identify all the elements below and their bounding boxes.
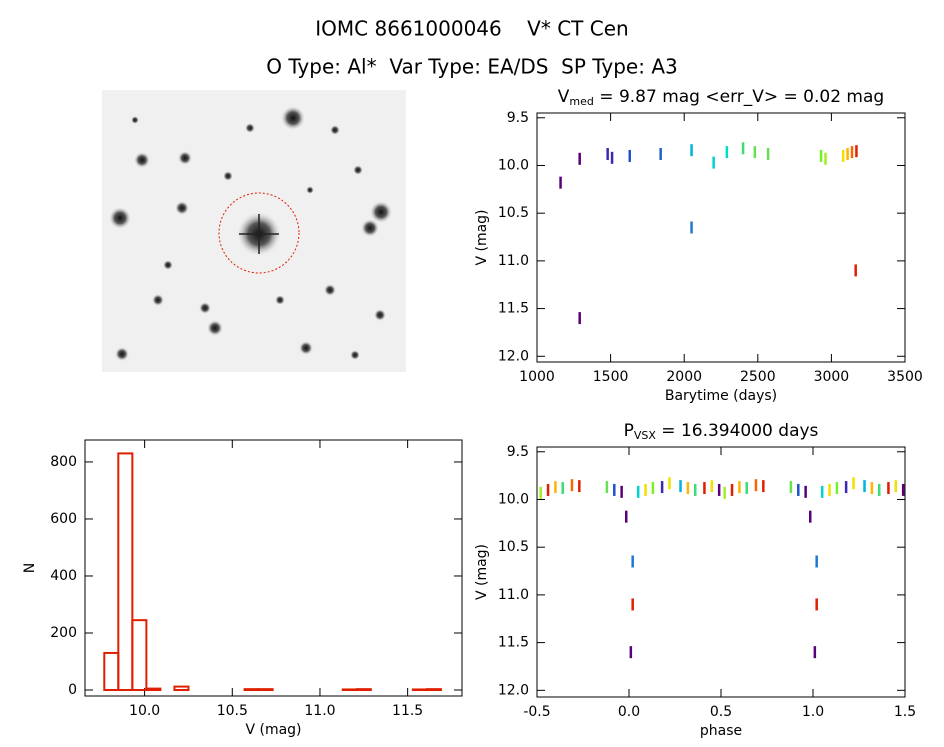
sky-image bbox=[102, 90, 406, 372]
histogram-bar bbox=[425, 688, 442, 692]
x-tick-label: 3000 bbox=[814, 369, 850, 385]
y-tick-label: 11.0 bbox=[498, 253, 529, 269]
plot-title-part: P bbox=[624, 421, 634, 441]
histogram-bar bbox=[145, 687, 162, 692]
plot-frame bbox=[536, 112, 906, 363]
y-tick-label: 10.5 bbox=[498, 205, 529, 221]
y-tick-label: 400 bbox=[50, 568, 77, 584]
histogram-bar bbox=[131, 619, 148, 692]
x-tick-label: 0.0 bbox=[618, 704, 640, 720]
histogram-bar bbox=[173, 685, 190, 692]
x-tick-label: 1.0 bbox=[802, 704, 824, 720]
x-tick-label: 1.5 bbox=[894, 704, 916, 720]
y-tick-label: 10.0 bbox=[498, 491, 529, 507]
y-tick-label: 12.0 bbox=[498, 682, 529, 698]
x-tick-label: 2000 bbox=[666, 369, 702, 385]
page-subtitle: O Type: Al* Var Type: EA/DS SP Type: A3 bbox=[266, 55, 678, 79]
histogram-bar bbox=[411, 688, 428, 692]
histogram-bar bbox=[355, 688, 372, 692]
x-tick-label: 0.5 bbox=[710, 704, 732, 720]
x-tick-label: 10.0 bbox=[129, 703, 160, 719]
plot-title-part: = 9.87 mag <err_V> = 0.02 mag bbox=[594, 87, 884, 107]
y-tick-label: 10.0 bbox=[498, 157, 529, 173]
histogram-bar bbox=[117, 452, 134, 692]
plot-title-part: VSX bbox=[634, 429, 657, 442]
x-axis-label: V (mag) bbox=[245, 722, 301, 738]
y-tick-label: 800 bbox=[50, 454, 77, 470]
histogram-bar bbox=[103, 651, 120, 692]
page-title: IOMC 8661000046 V* CT Cen bbox=[315, 17, 628, 41]
y-tick-label: 200 bbox=[50, 625, 77, 641]
x-tick-label: 1000 bbox=[519, 369, 555, 385]
x-axis-label: Barytime (days) bbox=[665, 388, 777, 404]
y-axis-label: N bbox=[22, 563, 38, 573]
plot-title: PVSX = 16.394000 days bbox=[624, 421, 819, 442]
plot-title-part: = 16.394000 days bbox=[656, 421, 819, 441]
plot-frame bbox=[536, 446, 906, 698]
y-tick-label: 0 bbox=[68, 682, 77, 698]
x-axis-label: phase bbox=[700, 723, 742, 739]
plot-title: Vmed = 9.87 mag <err_V> = 0.02 mag bbox=[558, 87, 884, 108]
plot-title-part: med bbox=[569, 95, 593, 108]
x-tick-label: 11.5 bbox=[392, 703, 423, 719]
x-tick-label: 2500 bbox=[740, 369, 776, 385]
y-axis-label: V (mag) bbox=[474, 544, 490, 600]
histogram-bar bbox=[243, 688, 260, 692]
x-tick-label: 1500 bbox=[593, 369, 629, 385]
x-tick-label: 3500 bbox=[887, 369, 923, 385]
plot-title-part: V bbox=[558, 87, 570, 107]
histogram-bar bbox=[341, 688, 358, 692]
y-axis-label: V (mag) bbox=[474, 209, 490, 265]
y-tick-label: 11.5 bbox=[498, 635, 529, 651]
histogram-bar bbox=[257, 688, 274, 692]
y-tick-label: 10.5 bbox=[498, 539, 529, 555]
y-tick-label: 600 bbox=[50, 511, 77, 527]
y-tick-label: 9.5 bbox=[507, 444, 529, 460]
plot-frame bbox=[84, 439, 463, 697]
y-tick-label: 11.0 bbox=[498, 587, 529, 603]
x-tick-label: 11.0 bbox=[304, 703, 335, 719]
y-tick-label: 9.5 bbox=[507, 110, 529, 126]
x-tick-label: 10.5 bbox=[217, 703, 248, 719]
y-tick-label: 11.5 bbox=[498, 301, 529, 317]
y-tick-label: 12.0 bbox=[498, 348, 529, 364]
x-tick-label: -0.5 bbox=[523, 704, 550, 720]
